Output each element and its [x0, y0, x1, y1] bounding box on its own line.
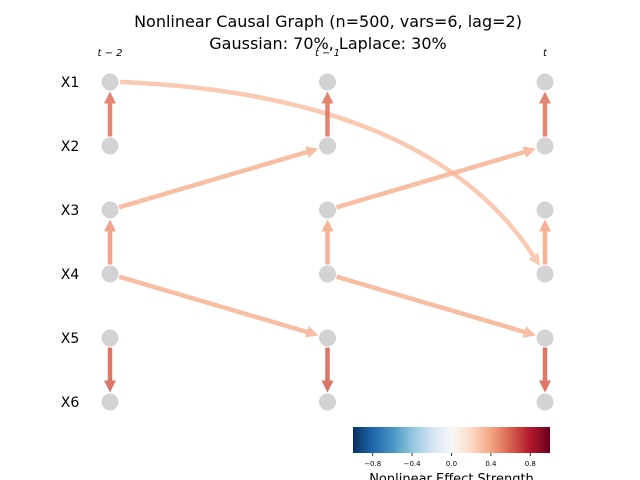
colorbar-tick-label: 0.8 — [525, 460, 536, 468]
graph-node — [101, 329, 119, 347]
colorbar-tick-label: 0.4 — [485, 460, 497, 468]
colorbar-tick-label: −0.8 — [364, 460, 381, 468]
graph-node — [319, 329, 336, 347]
edge-arrowhead — [539, 219, 551, 232]
edge-line — [120, 79, 537, 259]
graph-node — [101, 137, 119, 155]
graph-node — [319, 393, 336, 411]
variable-label: X5 — [61, 331, 80, 347]
colorbar: −0.8 −0.4 0.0 0.4 0.8 Nonlinear Effect Stren… — [353, 427, 550, 480]
chart-title-line1: Nonlinear Causal Graph (n=500, vars=6, l… — [134, 12, 522, 31]
variable-label: X6 — [61, 395, 80, 411]
time-label: t — [543, 48, 548, 59]
causal-edge — [321, 91, 334, 137]
variable-label: X1 — [61, 75, 80, 91]
edge-arrowhead — [305, 326, 319, 338]
edge-arrowhead — [104, 91, 116, 104]
causal-edge — [321, 219, 334, 265]
colorbar-gradient-bar — [353, 427, 550, 453]
edge-arrowhead — [305, 146, 319, 158]
edge-arrowhead — [539, 380, 551, 393]
variable-label: X2 — [61, 139, 80, 155]
causal-edge — [120, 79, 540, 267]
graph-node — [536, 393, 554, 411]
graph-node — [319, 137, 336, 155]
edge-arrowhead — [104, 219, 116, 232]
graph-node — [101, 201, 119, 219]
variable-label: X4 — [61, 267, 80, 283]
edge-arrowhead — [539, 91, 551, 104]
edge-line — [335, 149, 527, 210]
causal-edge — [104, 219, 116, 265]
chart-title-line2: Gaussian: 70%, Laplace: 30% — [209, 34, 446, 53]
graph-node — [101, 393, 119, 411]
time-label: t − 1 — [315, 48, 340, 59]
graph-node — [536, 265, 554, 283]
colorbar-label: Nonlinear Effect Strength — [369, 472, 534, 480]
colorbar-ticks: −0.8 −0.4 0.0 0.4 0.8 — [364, 453, 536, 468]
causal-edges — [104, 79, 551, 393]
edge-line — [118, 274, 310, 335]
graph-node — [101, 73, 119, 91]
edge-line — [118, 149, 310, 210]
edge-arrowhead — [104, 380, 116, 393]
causal-edge — [335, 146, 536, 210]
time-step-labels: t − 2 t − 1 t — [97, 48, 548, 59]
causal-edge — [539, 347, 551, 393]
edge-arrowhead — [522, 146, 536, 158]
variable-labels: X1 X2 X3 X4 X5 X6 — [61, 75, 80, 411]
causal-edge — [104, 91, 116, 137]
causal-edge — [118, 274, 319, 338]
graph-node — [536, 73, 554, 91]
causal-edge — [104, 347, 116, 393]
causal-edge — [321, 347, 334, 393]
causal-edge — [539, 91, 551, 137]
edge-arrowhead — [528, 252, 540, 267]
edge-arrowhead — [321, 91, 334, 104]
graph-node — [536, 201, 554, 219]
graph-nodes — [101, 73, 554, 411]
causal-edge — [335, 274, 536, 338]
graph-node — [319, 73, 336, 91]
graph-node — [536, 329, 554, 347]
edge-line — [335, 274, 527, 335]
variable-label: X3 — [61, 203, 80, 219]
time-label: t − 2 — [97, 48, 122, 59]
edge-arrowhead — [522, 326, 536, 338]
graph-node — [101, 265, 119, 283]
colorbar-tick-label: 0.0 — [446, 460, 457, 468]
graph-node — [319, 201, 336, 219]
causal-edge — [118, 146, 319, 210]
edge-arrowhead — [321, 380, 334, 393]
edge-arrowhead — [321, 219, 334, 232]
causal-edge — [539, 219, 551, 265]
graph-node — [319, 265, 336, 283]
graph-node — [536, 137, 554, 155]
colorbar-tick-label: −0.4 — [404, 460, 422, 468]
